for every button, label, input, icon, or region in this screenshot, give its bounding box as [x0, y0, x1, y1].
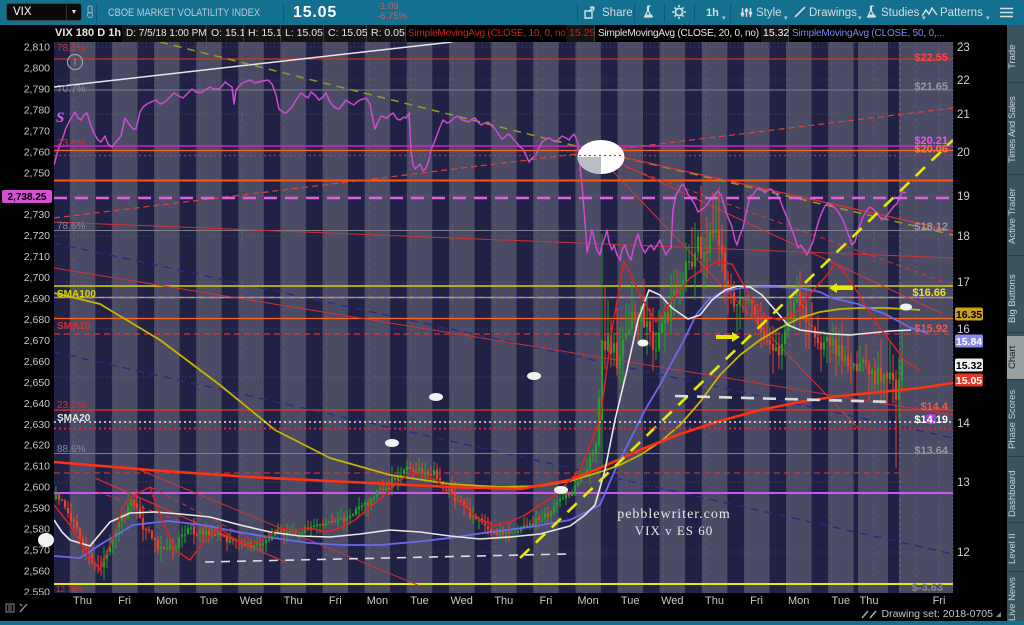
svg-text:!: ! — [73, 57, 76, 69]
svg-text:Drawing set: 2018-0705: Drawing set: 2018-0705 — [882, 608, 994, 620]
svg-text:23.6%: 23.6% — [57, 138, 85, 149]
svg-text:2,600: 2,600 — [24, 482, 50, 494]
svg-text:Wed: Wed — [240, 595, 262, 607]
svg-text:16.35: 16.35 — [956, 309, 982, 321]
svg-text:$16.66: $16.66 — [912, 287, 946, 299]
svg-text:$21.65: $21.65 — [914, 81, 948, 93]
svg-text:Fri: Fri — [118, 595, 131, 607]
svg-text:23.6%: 23.6% — [57, 400, 85, 411]
svg-text:2,620: 2,620 — [24, 440, 50, 452]
svg-text:2,710: 2,710 — [24, 251, 50, 263]
svg-text:20: 20 — [957, 147, 970, 159]
svg-text:$14.4: $14.4 — [920, 401, 948, 413]
svg-text:2,780: 2,780 — [24, 104, 50, 116]
svg-text:2,670: 2,670 — [24, 335, 50, 347]
svg-text:Tue: Tue — [832, 595, 851, 607]
svg-text:88.6%: 88.6% — [57, 444, 85, 455]
svg-text:SMA100: SMA100 — [57, 289, 96, 300]
svg-text:Thu: Thu — [73, 595, 92, 607]
svg-text:2,650: 2,650 — [24, 377, 50, 389]
svg-text:$15.92: $15.92 — [914, 323, 948, 335]
svg-text:Wed: Wed — [661, 595, 683, 607]
svg-text:Mon: Mon — [577, 595, 598, 607]
svg-text:2,630: 2,630 — [24, 419, 50, 431]
svg-text:2,590: 2,590 — [24, 503, 50, 515]
svg-text:Thu: Thu — [705, 595, 724, 607]
svg-text:$-3.63: $-3.63 — [912, 582, 943, 594]
svg-text:2,730: 2,730 — [24, 209, 50, 221]
svg-text:Tue: Tue — [410, 595, 429, 607]
svg-text:Thu: Thu — [284, 595, 303, 607]
svg-text:Fri: Fri — [539, 595, 552, 607]
svg-text:VIX v ES 60: VIX v ES 60 — [635, 523, 714, 538]
svg-text:2,680: 2,680 — [24, 314, 50, 326]
svg-text:$14.19: $14.19 — [914, 414, 948, 426]
svg-text:Tue: Tue — [200, 595, 219, 607]
svg-text:S: S — [56, 110, 64, 126]
svg-text:2,660: 2,660 — [24, 356, 50, 368]
svg-text:Tue: Tue — [621, 595, 640, 607]
svg-text:Fri: Fri — [750, 595, 763, 607]
svg-text:Fri: Fri — [933, 595, 946, 607]
svg-text:SMA20: SMA20 — [57, 413, 91, 424]
svg-text:2,770: 2,770 — [24, 125, 50, 137]
svg-text:12: 12 — [957, 547, 970, 559]
svg-text:2,560: 2,560 — [24, 566, 50, 578]
svg-text:13: 13 — [957, 477, 970, 489]
svg-text:pebblewriter.com: pebblewriter.com — [617, 507, 731, 522]
svg-text:21: 21 — [957, 109, 970, 121]
svg-text:2,720: 2,720 — [24, 230, 50, 242]
svg-text:2,790: 2,790 — [24, 83, 50, 95]
svg-text:2,610: 2,610 — [24, 461, 50, 473]
svg-text:Mon: Mon — [156, 595, 177, 607]
svg-text:Fri: Fri — [329, 595, 342, 607]
svg-text:Thu: Thu — [494, 595, 513, 607]
svg-text:Mon: Mon — [367, 595, 388, 607]
svg-text:12.78%: 12.78% — [56, 585, 83, 594]
svg-text:2,700: 2,700 — [24, 272, 50, 284]
svg-text:2,640: 2,640 — [24, 398, 50, 410]
svg-text:$22.55: $22.55 — [914, 52, 948, 64]
svg-text:23: 23 — [957, 42, 970, 54]
svg-text:15.05: 15.05 — [956, 375, 982, 387]
svg-text:2,738.25: 2,738.25 — [8, 192, 47, 203]
svg-text:$13.64: $13.64 — [914, 445, 949, 457]
svg-text:16: 16 — [957, 324, 970, 336]
svg-text:2,750: 2,750 — [24, 167, 50, 179]
svg-text:Wed: Wed — [450, 595, 472, 607]
svg-text:19: 19 — [957, 191, 970, 203]
svg-text:$20.21: $20.21 — [914, 135, 948, 147]
svg-text:18: 18 — [957, 231, 970, 243]
svg-text:Thu: Thu — [860, 595, 879, 607]
svg-text:17: 17 — [957, 277, 970, 289]
svg-text:2,570: 2,570 — [24, 545, 50, 557]
svg-text:2,810: 2,810 — [24, 42, 50, 54]
svg-text:2,580: 2,580 — [24, 524, 50, 536]
svg-text:SMA10: SMA10 — [57, 321, 91, 332]
svg-text:Mon: Mon — [788, 595, 809, 607]
svg-text:70.7%: 70.7% — [57, 84, 85, 95]
svg-text:$18.12: $18.12 — [914, 221, 948, 233]
svg-text:78.6%: 78.6% — [57, 221, 85, 232]
svg-text:2,690: 2,690 — [24, 293, 50, 305]
svg-text:15.84: 15.84 — [956, 336, 982, 348]
svg-text:2,800: 2,800 — [24, 63, 50, 75]
svg-text:2,760: 2,760 — [24, 146, 50, 158]
svg-text:78.6%: 78.6% — [57, 43, 85, 54]
svg-text:22: 22 — [957, 75, 970, 87]
svg-text:$20.06: $20.06 — [914, 144, 948, 156]
svg-text:15.32: 15.32 — [956, 360, 982, 372]
svg-text:14: 14 — [957, 418, 970, 430]
